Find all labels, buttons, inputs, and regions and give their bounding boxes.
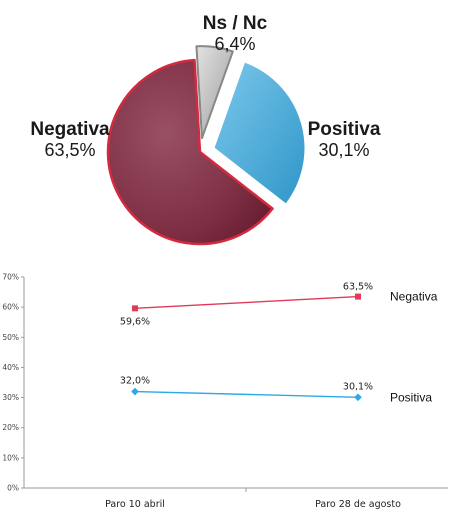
data-label-positiva: 32,0% — [120, 376, 150, 387]
series-name-positiva: Positiva — [390, 390, 432, 404]
pie-slice-positiva — [212, 60, 307, 206]
pie-label-positiva: Positiva 30,1% — [300, 119, 388, 161]
series-line-positiva — [134, 390, 359, 398]
data-label-positiva: 30,1% — [343, 381, 373, 392]
series-line-negativa — [134, 295, 359, 310]
pie-label-ns-nc-name: Ns / Nc — [202, 13, 268, 34]
data-label-negativa: 59,6% — [120, 316, 150, 327]
pie-label-positiva-name: Positiva — [307, 119, 381, 140]
pie-label-negativa-value: 63,5% — [44, 139, 96, 160]
data-point-positiva — [354, 393, 362, 402]
data-label-negativa: 63,5% — [343, 282, 373, 293]
y-tick-label: 40% — [2, 363, 19, 372]
pie-label-ns-nc: Ns / Nc 6,4% — [180, 13, 290, 55]
y-tick-label: 70% — [2, 273, 19, 282]
x-tick-label: Paro 28 de agosto — [315, 499, 401, 510]
y-tick-label: 20% — [2, 423, 19, 432]
y-tick-label: 50% — [2, 333, 19, 342]
series-name-negativa: Negativa — [390, 290, 438, 304]
pie-label-positiva-value: 30,1% — [318, 139, 370, 160]
data-point-positiva — [131, 387, 139, 396]
y-tick-label: 30% — [2, 393, 19, 402]
y-tick-label: 60% — [2, 303, 19, 312]
pie-slice-negativa — [106, 58, 274, 246]
data-point-negativa — [355, 293, 361, 300]
pie-label-ns-nc-value: 6,4% — [214, 33, 256, 54]
y-tick-label: 10% — [2, 453, 19, 462]
pie-slice-ns-nc — [195, 45, 234, 140]
pie-chart — [106, 45, 307, 246]
pie-label-negativa: Negativa 63,5% — [18, 119, 122, 161]
line-chart: 0% 10% 20% 30% 40% 50% 60% 70% Paro 10 abril Paro… — [2, 273, 448, 510]
pie-label-negativa-name: Negativa — [30, 119, 110, 140]
data-point-negativa — [132, 305, 138, 312]
y-tick-label: 0% — [7, 484, 19, 493]
x-tick-label: Paro 10 abril — [105, 499, 165, 510]
